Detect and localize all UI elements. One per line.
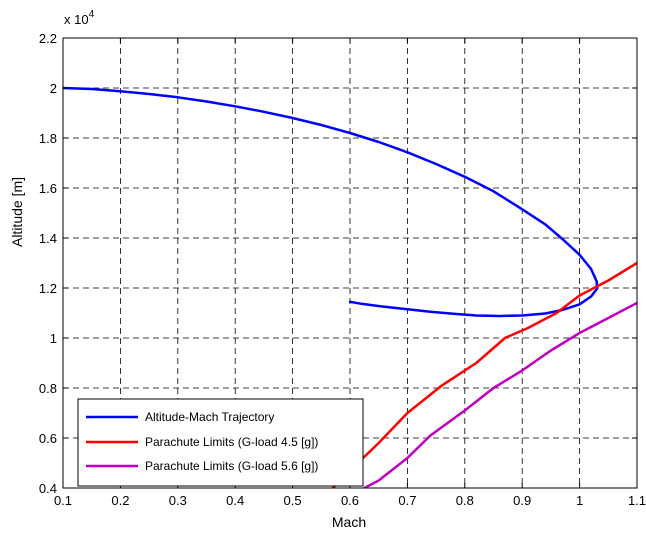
x-tick-label: 0.5	[284, 493, 302, 508]
series-line-1	[331, 261, 637, 488]
legend-label-trajectory: Altitude-Mach Trajectory	[145, 410, 274, 424]
x-axis-label: Mach	[332, 514, 366, 530]
series-line-2	[363, 301, 637, 488]
y-tick-label: 2.2	[39, 31, 57, 46]
axis-ticks: 0.1 0.2 0.3 0.4 0.5 0.6 0.7 0.8 0.9 1 1.1 0.4 0.6 0.8…	[39, 31, 646, 508]
grid-lines	[63, 38, 637, 488]
x-tick-label: 0.2	[111, 493, 129, 508]
x-tick-label: 0.6	[341, 493, 359, 508]
x-tick-label: 0.8	[456, 493, 474, 508]
x-tick-label: 0.7	[398, 493, 416, 508]
y-axis-label: Altitude [m]	[9, 177, 25, 247]
x-tick-label: 0.4	[226, 493, 244, 508]
y-tick-label: 0.8	[39, 381, 57, 396]
y-axis-exponent-power: 4	[89, 9, 95, 20]
y-tick-label: 2	[50, 81, 57, 96]
x-tick-label: 0.1	[54, 493, 72, 508]
y-tick-label: 1.8	[39, 131, 57, 146]
y-axis-exponent-label: x 104	[64, 9, 95, 27]
y-tick-label: 0.4	[39, 481, 57, 496]
series-line-0	[63, 86, 599, 318]
x-tick-label: 1	[576, 493, 583, 508]
legend: Altitude-Mach Trajectory Parachute Limit…	[77, 398, 364, 487]
x-tick-label: 0.9	[513, 493, 531, 508]
legend-label-g56: Parachute Limits (G-load 5.6 [g])	[145, 459, 318, 473]
legend-label-g45: Parachute Limits (G-load 4.5 [g])	[145, 435, 318, 449]
x-tick-label: 1.1	[628, 493, 646, 508]
x-tick-label: 0.3	[169, 493, 187, 508]
y-tick-label: 0.6	[39, 431, 57, 446]
y-axis-exponent-base: x 10	[64, 12, 89, 27]
y-tick-label: 1	[50, 331, 57, 346]
series-lines	[63, 86, 637, 488]
y-tick-label: 1.6	[39, 181, 57, 196]
y-tick-label: 1.2	[39, 281, 57, 296]
y-tick-label: 1.4	[39, 231, 57, 246]
